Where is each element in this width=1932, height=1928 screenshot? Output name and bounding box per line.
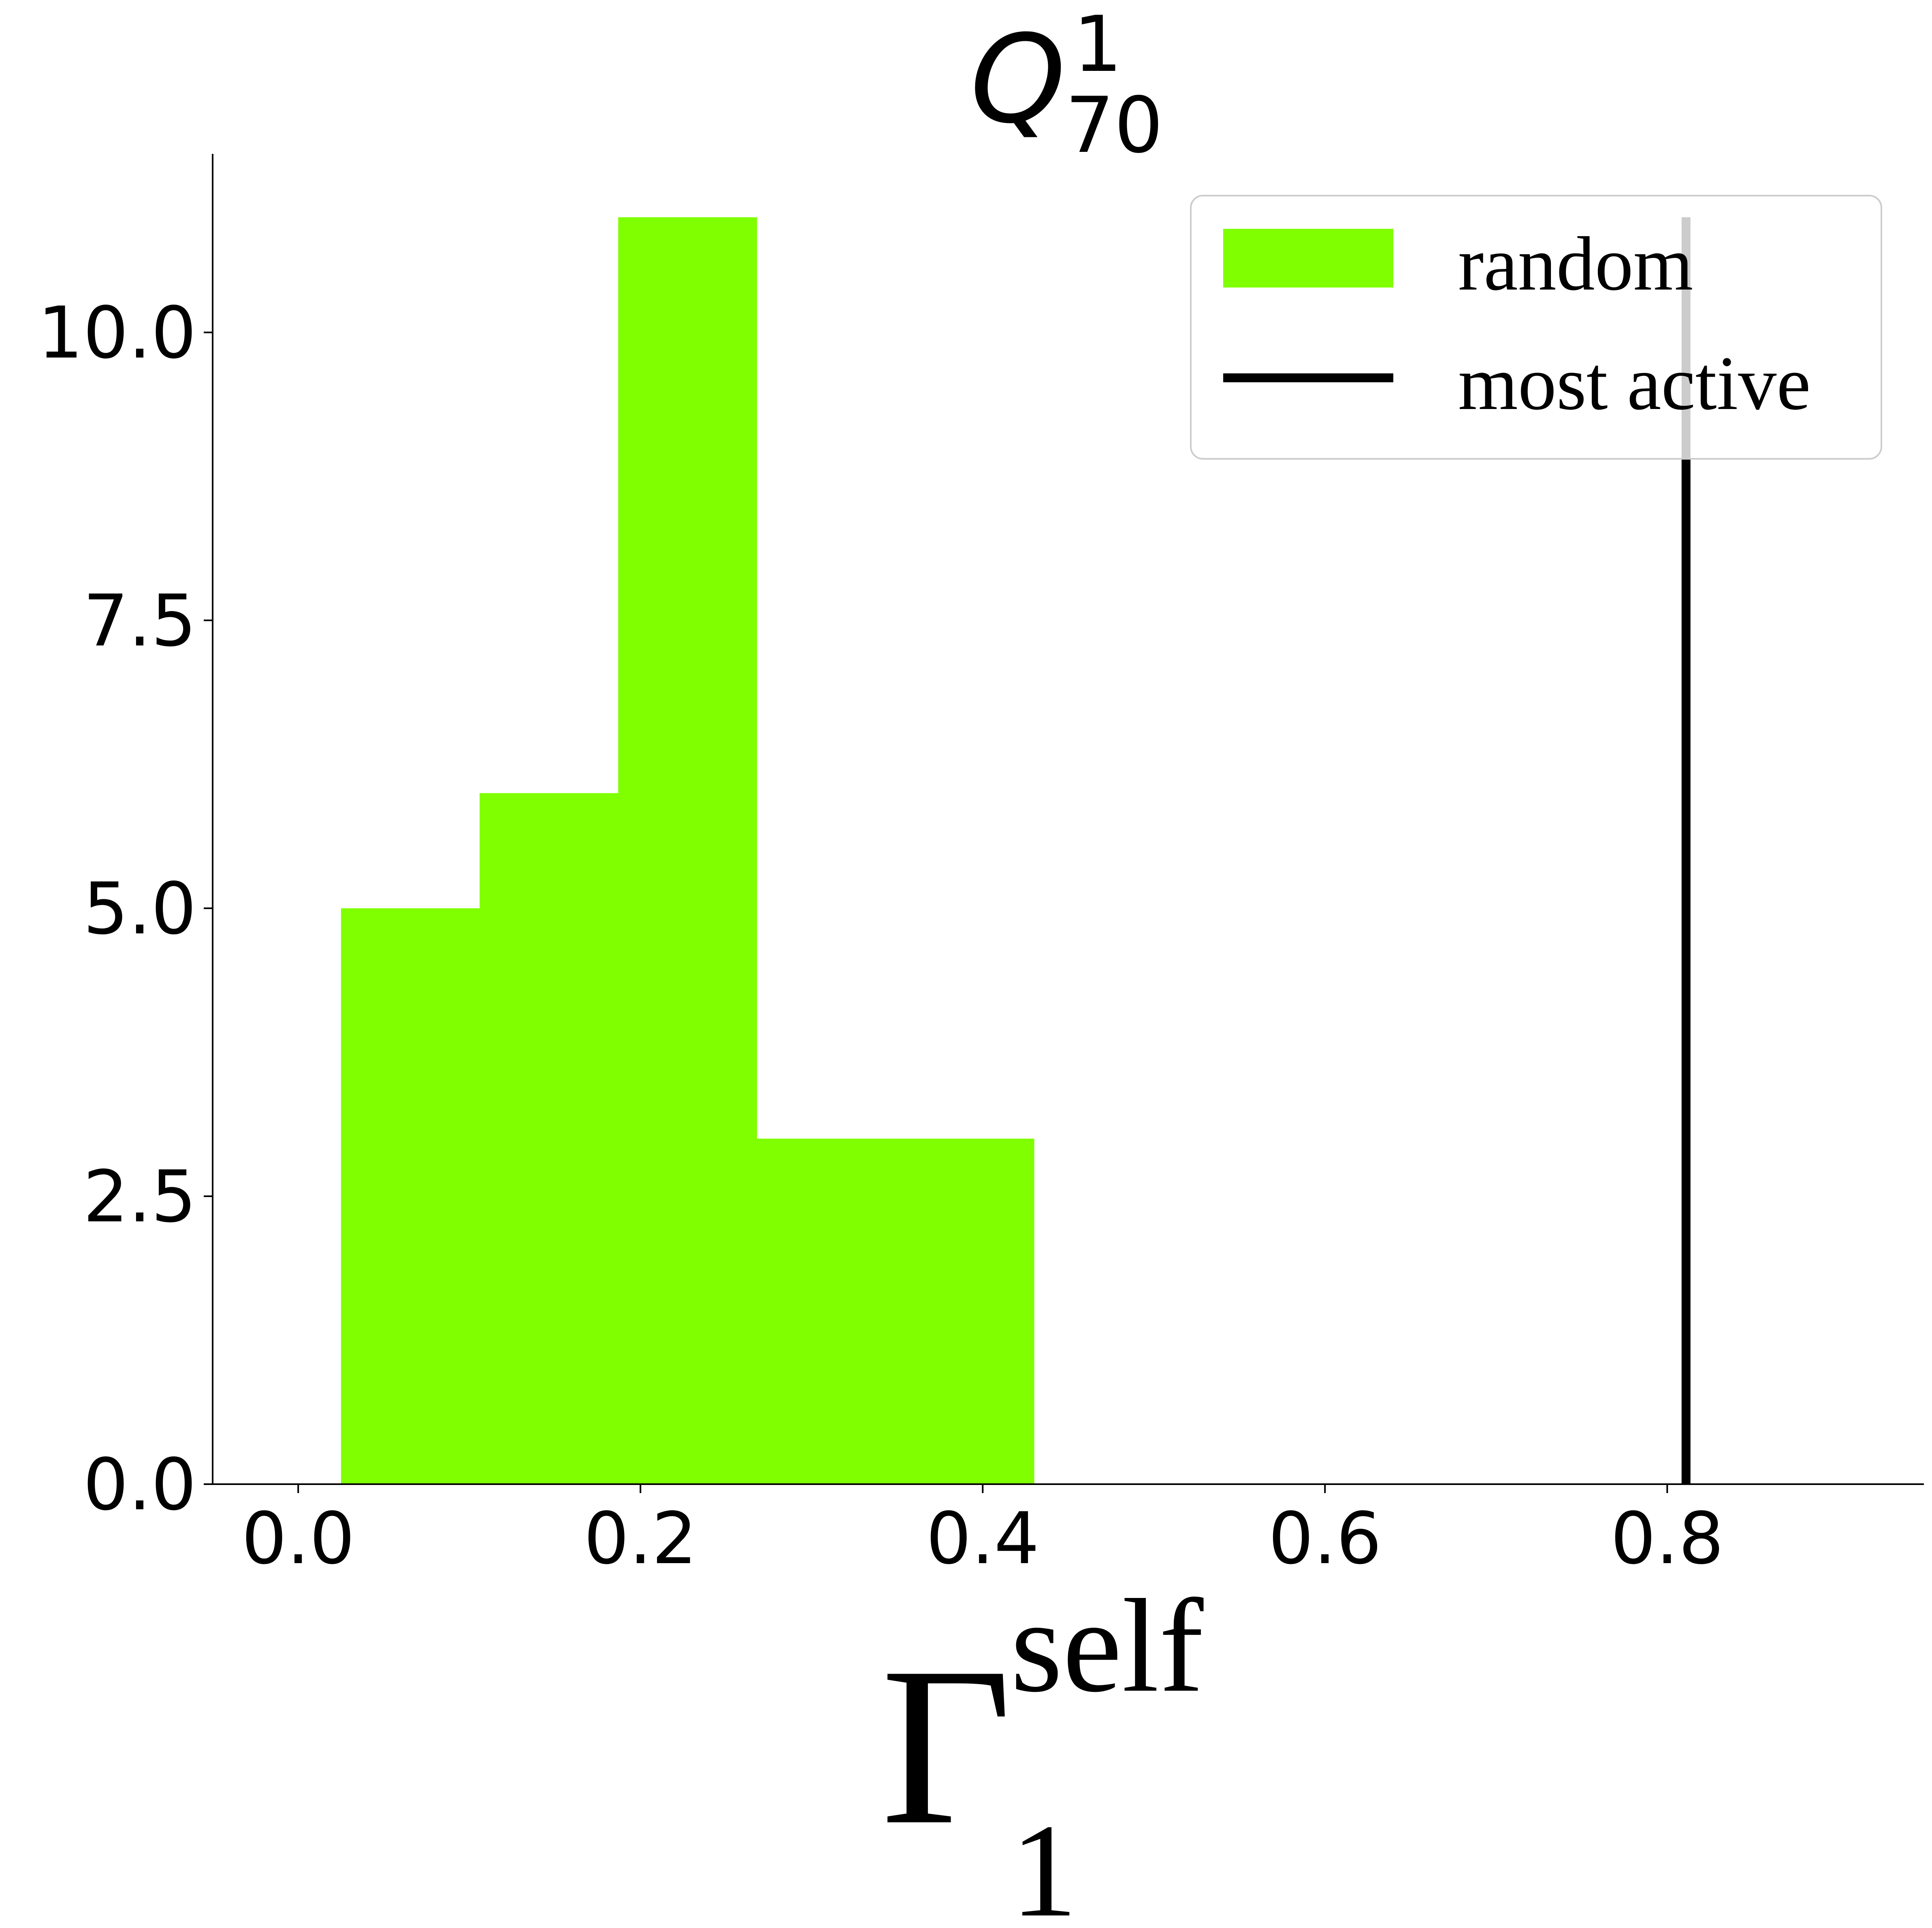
histogram-bar bbox=[618, 217, 757, 1484]
xlabel-superscript: self bbox=[1011, 1572, 1205, 1720]
y-tick-label: 5.0 bbox=[83, 867, 196, 950]
legend-random-patch bbox=[1223, 229, 1393, 288]
x-ticks: 0.0 0.2 0.4 0.6 0.8 bbox=[241, 1484, 1724, 1580]
y-ticks: 0.0 2.5 5.0 7.5 10.0 bbox=[38, 292, 213, 1526]
histogram-bar bbox=[757, 1138, 896, 1484]
title-base: Q bbox=[970, 9, 1066, 150]
histogram-bar bbox=[480, 793, 618, 1484]
legend-random-label: random bbox=[1458, 222, 1693, 307]
y-tick-label: 10.0 bbox=[38, 292, 196, 375]
legend: random most active bbox=[1190, 195, 1882, 460]
y-tick-label: 0.0 bbox=[83, 1443, 196, 1526]
x-tick-label: 0.6 bbox=[1268, 1497, 1382, 1580]
x-tick-label: 0.8 bbox=[1610, 1497, 1724, 1580]
legend-most-active-label: most active bbox=[1458, 341, 1811, 426]
histogram-bar bbox=[895, 1138, 1034, 1484]
chart-title: Q 1 70 bbox=[970, 0, 1163, 170]
x-tick-label: 0.0 bbox=[241, 1497, 355, 1580]
bars-layer bbox=[341, 217, 1034, 1484]
xlabel-subscript: 1 bbox=[1011, 1797, 1077, 1928]
axes bbox=[212, 154, 1924, 1485]
x-axis-label: Γ self 1 bbox=[881, 1572, 1205, 1928]
x-tick-label: 0.2 bbox=[584, 1497, 697, 1580]
histogram-bar bbox=[341, 908, 480, 1484]
y-tick-label: 7.5 bbox=[83, 579, 196, 663]
xlabel-base: Γ bbox=[881, 1621, 1012, 1872]
title-subscript: 70 bbox=[1065, 81, 1163, 170]
y-tick-label: 2.5 bbox=[83, 1155, 196, 1238]
x-tick-label: 0.4 bbox=[926, 1497, 1039, 1580]
title-superscript: 1 bbox=[1073, 0, 1122, 89]
